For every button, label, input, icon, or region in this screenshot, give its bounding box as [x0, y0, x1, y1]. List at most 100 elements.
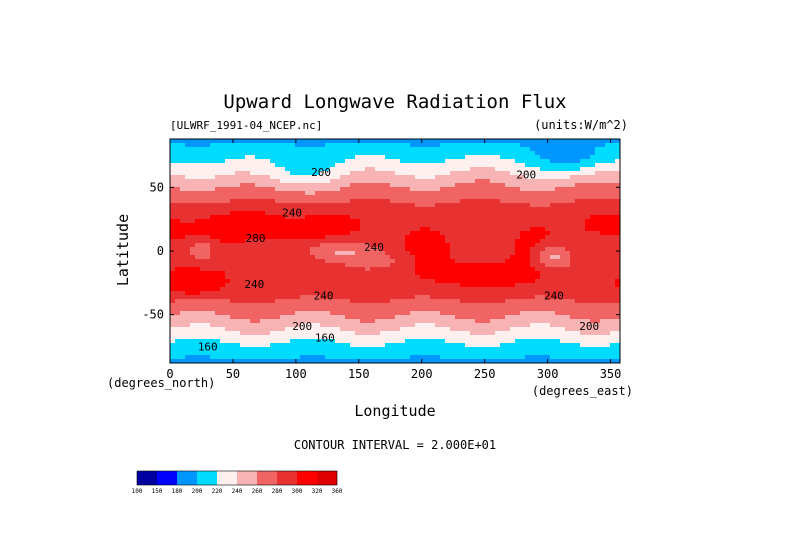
heatmap-cell: [385, 227, 391, 232]
heatmap-cell: [220, 159, 226, 164]
heatmap-cell: [505, 327, 511, 332]
heatmap-cell: [240, 235, 246, 240]
heatmap-cell: [520, 287, 526, 292]
heatmap-cell: [280, 251, 286, 256]
heatmap-cell: [295, 323, 301, 328]
heatmap-cell: [430, 295, 436, 300]
heatmap-cell: [410, 199, 416, 204]
heatmap-cell: [445, 239, 451, 244]
heatmap-cell: [415, 195, 421, 200]
heatmap-cell: [285, 171, 291, 176]
heatmap-cell: [255, 343, 261, 348]
heatmap-cell: [250, 183, 256, 188]
heatmap-cell: [395, 259, 401, 264]
heatmap-cell: [285, 143, 291, 148]
heatmap-cell: [335, 247, 341, 252]
heatmap-cell: [215, 251, 221, 256]
heatmap-cell: [565, 335, 571, 340]
heatmap-cell: [355, 339, 361, 344]
heatmap-cell: [320, 231, 326, 236]
heatmap-cell: [550, 147, 556, 152]
heatmap-cell: [610, 211, 616, 216]
heatmap-cell: [300, 163, 306, 168]
heatmap-cell: [390, 327, 396, 332]
heatmap-cell: [290, 291, 296, 296]
heatmap-cell: [240, 151, 246, 156]
heatmap-cell: [340, 163, 346, 168]
heatmap-cell: [365, 171, 371, 176]
heatmap-cell: [265, 167, 271, 172]
heatmap-cell: [345, 339, 351, 344]
heatmap-cell: [535, 231, 541, 236]
heatmap-cell: [315, 327, 321, 332]
heatmap-cell: [360, 319, 366, 324]
heatmap-cell: [425, 307, 431, 312]
heatmap-cell: [285, 251, 291, 256]
heatmap-cell: [445, 151, 451, 156]
heatmap-cell: [600, 347, 606, 352]
heatmap-cell: [590, 203, 596, 208]
heatmap-cell: [425, 327, 431, 332]
heatmap-cell: [405, 259, 411, 264]
heatmap-cell: [445, 227, 451, 232]
heatmap-cell: [200, 159, 206, 164]
heatmap-cell: [205, 195, 211, 200]
heatmap-cell: [590, 307, 596, 312]
heatmap-cell: [615, 259, 621, 264]
heatmap-cell: [230, 207, 236, 212]
heatmap-cell: [265, 291, 271, 296]
heatmap-cell: [295, 331, 301, 336]
heatmap-cell: [240, 171, 246, 176]
heatmap-cell: [385, 179, 391, 184]
heatmap-cell: [425, 343, 431, 348]
heatmap-cell: [405, 187, 411, 192]
heatmap-cell: [295, 287, 301, 292]
heatmap-cell: [225, 183, 231, 188]
heatmap-cell: [265, 339, 271, 344]
heatmap-cell: [240, 291, 246, 296]
heatmap-cell: [495, 283, 501, 288]
heatmap-cell: [595, 251, 601, 256]
heatmap-cell: [600, 343, 606, 348]
heatmap-cell: [450, 187, 456, 192]
heatmap-cell: [235, 219, 241, 224]
heatmap-cell: [280, 327, 286, 332]
heatmap-cell: [600, 155, 606, 160]
heatmap-cell: [580, 167, 586, 172]
heatmap-cell: [235, 299, 241, 304]
heatmap-cell: [355, 295, 361, 300]
heatmap-cell: [250, 355, 256, 360]
heatmap-cell: [180, 295, 186, 300]
heatmap-cell: [380, 239, 386, 244]
heatmap-cell: [350, 339, 356, 344]
heatmap-cell: [290, 183, 296, 188]
heatmap-cell: [485, 271, 491, 276]
heatmap-cell: [340, 319, 346, 324]
heatmap-cell: [550, 279, 556, 284]
heatmap-cell: [545, 195, 551, 200]
heatmap-cell: [590, 215, 596, 220]
heatmap-cell: [255, 223, 261, 228]
heatmap-cell: [485, 247, 491, 252]
heatmap-cell: [290, 231, 296, 236]
heatmap-cell: [350, 231, 356, 236]
heatmap-cell: [235, 183, 241, 188]
heatmap-cell: [210, 351, 216, 356]
heatmap-cell: [490, 203, 496, 208]
heatmap-cell: [605, 259, 611, 264]
heatmap-cell: [265, 263, 271, 268]
heatmap-cell: [475, 163, 481, 168]
heatmap-cell: [535, 291, 541, 296]
heatmap-cell: [400, 139, 406, 144]
heatmap-cell: [210, 231, 216, 236]
heatmap-cell: [410, 347, 416, 352]
heatmap-cell: [350, 267, 356, 272]
heatmap-cell: [300, 159, 306, 164]
heatmap-cell: [290, 211, 296, 216]
heatmap-cell: [430, 311, 436, 316]
heatmap-cell: [585, 207, 591, 212]
heatmap-cell: [390, 143, 396, 148]
heatmap-cell: [250, 147, 256, 152]
heatmap-cell: [190, 155, 196, 160]
heatmap-cell: [430, 291, 436, 296]
